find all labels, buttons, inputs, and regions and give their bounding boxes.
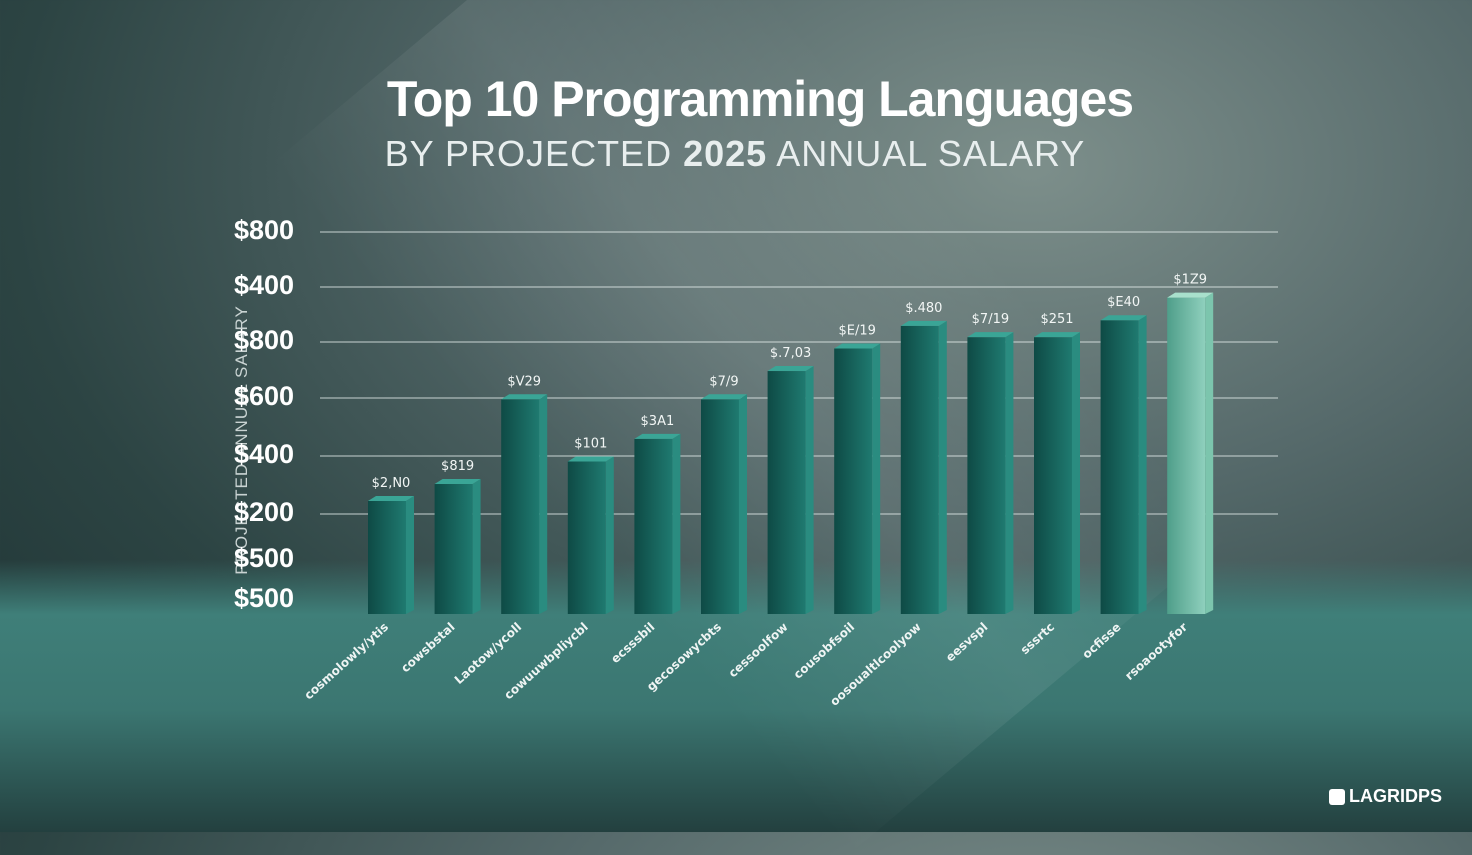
bar bbox=[900, 320, 947, 614]
bar-side bbox=[472, 479, 481, 614]
subtitle-year: 2025 bbox=[683, 133, 768, 174]
y-tick-label: $500 bbox=[234, 543, 295, 573]
bar bbox=[1100, 315, 1147, 614]
value-label: $.7,03 bbox=[770, 346, 811, 361]
x-tick-label: cowsbstal bbox=[398, 620, 457, 675]
x-tick-label: ecsssbil bbox=[608, 620, 657, 666]
bar-side bbox=[672, 433, 681, 614]
bar-front bbox=[701, 399, 739, 614]
bar bbox=[767, 366, 814, 614]
x-tick-label: eesvspl bbox=[943, 620, 990, 665]
value-label: $3A1 bbox=[641, 414, 675, 429]
bar-front bbox=[767, 371, 806, 614]
x-tick-label: ocfisse bbox=[1080, 620, 1124, 662]
bar-cap bbox=[501, 394, 548, 400]
bar-cap bbox=[1034, 332, 1080, 338]
x-tick-label: cessoolfow bbox=[726, 620, 791, 680]
x-tick-label: sssrtc bbox=[1018, 620, 1057, 657]
y-tick-label: $800 bbox=[234, 325, 295, 355]
y-tick-label: $400 bbox=[234, 270, 295, 300]
bar-front bbox=[434, 484, 473, 614]
y-tick-label: $200 bbox=[234, 497, 295, 527]
bar-front bbox=[567, 461, 606, 614]
bar-side bbox=[1005, 332, 1014, 614]
bar-cap bbox=[634, 433, 681, 439]
bar-cap bbox=[368, 496, 414, 501]
bar-cap bbox=[967, 332, 1014, 338]
value-label: $E/19 bbox=[838, 323, 875, 338]
bar-front bbox=[1034, 337, 1072, 614]
bar-side bbox=[872, 343, 881, 614]
value-label: $819 bbox=[441, 459, 474, 474]
bar-side bbox=[739, 394, 747, 614]
value-label: $.480 bbox=[905, 301, 942, 316]
x-tick-label: cosmolowly/ytis bbox=[302, 620, 391, 703]
bar-front bbox=[967, 337, 1006, 614]
bar-cap bbox=[1167, 292, 1214, 298]
subtitle-suffix: ANNUAL SALARY bbox=[767, 133, 1086, 174]
bar-front bbox=[634, 438, 673, 614]
x-tick-label: Laotow/ycoll bbox=[452, 620, 524, 687]
x-tick-label: cousobfsoil bbox=[791, 620, 857, 682]
bar-front bbox=[1100, 320, 1139, 614]
value-label: $101 bbox=[574, 436, 607, 451]
bar-side bbox=[539, 394, 548, 614]
bar-chart: $2,N0 cosmolowly/ytis $819 cowsbstal $V29 Lao… bbox=[302, 231, 1278, 709]
bar-side bbox=[1138, 315, 1147, 614]
y-tick-label: $800 bbox=[234, 215, 295, 245]
value-label: $2,N0 bbox=[372, 476, 411, 491]
bar-cap bbox=[767, 366, 814, 372]
chart-title: Top 10 Programming Languages bbox=[386, 71, 1134, 127]
bar-side bbox=[406, 496, 414, 614]
bar-front bbox=[501, 399, 540, 614]
bar-side bbox=[805, 366, 814, 614]
bar-side bbox=[1205, 292, 1214, 614]
bar-front bbox=[834, 348, 873, 614]
y-tick-label: $500 bbox=[234, 583, 295, 613]
value-label: $V29 bbox=[507, 374, 541, 389]
bar-side bbox=[1072, 332, 1080, 614]
value-label: $1Z9 bbox=[1173, 273, 1207, 288]
bar-front bbox=[900, 325, 939, 614]
bar-side bbox=[605, 456, 614, 614]
bar-cap bbox=[434, 479, 481, 485]
bar bbox=[967, 332, 1014, 614]
bar-cap bbox=[900, 320, 947, 326]
bar-side bbox=[938, 320, 947, 614]
subtitle-prefix: BY PROJECTED bbox=[384, 133, 684, 174]
bar bbox=[368, 496, 414, 614]
value-label: $7/9 bbox=[709, 374, 738, 389]
bar bbox=[567, 456, 614, 614]
bar-cap bbox=[567, 456, 614, 462]
bar bbox=[834, 343, 881, 614]
bar bbox=[701, 394, 747, 614]
bar bbox=[434, 479, 481, 614]
bar-front bbox=[368, 501, 406, 614]
bar bbox=[501, 394, 548, 614]
x-tick-label: rsoaootyfor bbox=[1122, 620, 1190, 683]
bar-cap bbox=[1100, 315, 1147, 321]
chart-subtitle: BY PROJECTED 2025 ANNUAL SALARY bbox=[0, 133, 1470, 175]
bar bbox=[1167, 292, 1214, 614]
bar-front bbox=[1167, 297, 1206, 614]
y-tick-label: $400 bbox=[234, 439, 295, 469]
bar bbox=[634, 433, 681, 614]
bar-cap bbox=[701, 394, 747, 400]
logo-text: LAGRIDPS bbox=[1348, 786, 1442, 806]
value-label: $7/19 bbox=[972, 312, 1009, 327]
bar bbox=[1034, 332, 1080, 614]
value-label: $251 bbox=[1040, 312, 1073, 327]
bar-cap bbox=[834, 343, 881, 349]
brand-logo: LAGRIDPS bbox=[1328, 786, 1442, 807]
y-tick-label: $600 bbox=[234, 381, 295, 411]
logo-icon bbox=[1328, 788, 1345, 805]
value-label: $E40 bbox=[1107, 295, 1140, 310]
